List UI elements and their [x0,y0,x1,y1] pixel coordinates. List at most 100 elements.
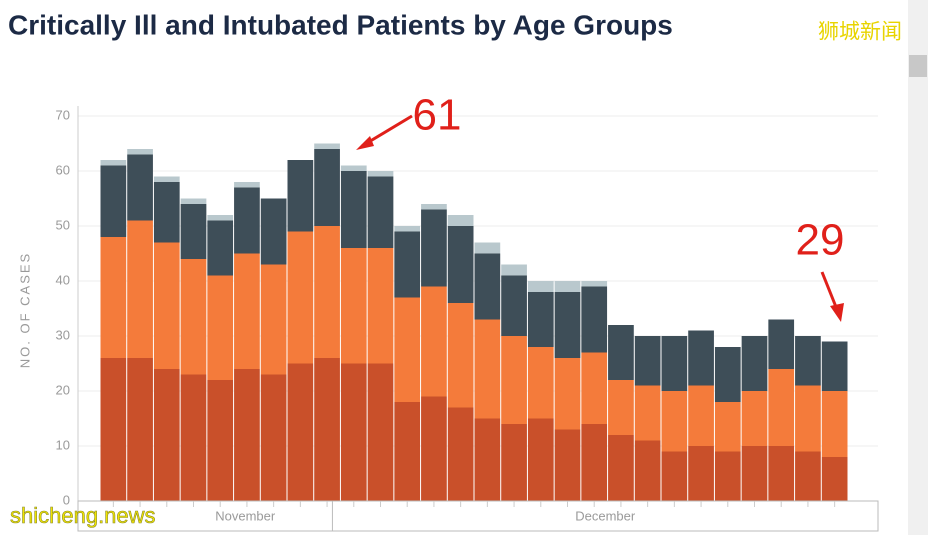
bar-segment [287,363,314,501]
bar-segment [527,281,554,292]
bar-segment [394,297,421,402]
bar-segment [527,418,554,501]
bar-segment [741,336,768,391]
bar-segment [688,446,714,501]
x-group-label: December [575,508,636,523]
y-tick-label: 0 [63,492,70,507]
y-tick-label: 30 [56,327,70,342]
bar-segment [634,336,661,386]
bar-segment [260,374,287,501]
bar-segment [554,281,581,292]
bar-segment [741,446,768,501]
bar-segment [394,231,421,298]
bar-segment [501,424,527,501]
bar-segment [768,446,795,501]
bar-segment [421,396,447,501]
bar-segment [554,429,581,501]
bar-segment [554,292,581,358]
bar-segment [127,220,153,358]
bar-segment [634,385,661,441]
bar-segment [581,286,608,353]
bar-segment [474,242,501,254]
bar-segment [367,363,394,501]
x-group-label: November [215,508,276,523]
bar-segment [394,226,421,232]
bar-segment [340,248,367,364]
bar-segment [260,264,287,375]
bar-segment [207,275,234,380]
watermark: 狮城新闻 [818,21,902,44]
bar-segment [127,358,153,501]
bar-segment [100,160,127,166]
y-tick-label: 50 [56,217,70,232]
scrollbar[interactable] [908,0,928,535]
bar-segment [100,165,127,237]
bar-segment [501,336,527,424]
bar-segment [608,325,634,380]
bar-segment [474,319,501,419]
bar-segment [207,220,234,276]
bar-segment [340,363,367,501]
bar-segment [474,418,501,501]
bar-segment [821,457,848,501]
bar-segment [608,435,634,501]
bar-segment [234,187,260,254]
bar-segment [127,149,153,155]
bar-segment [260,198,287,265]
bar-segment [180,374,207,501]
bar-segment [688,385,714,446]
bar-segment [821,341,848,391]
bar-segment [421,286,447,397]
bar-segment [581,281,608,287]
bar-segment [688,330,714,386]
bar-segment [714,451,741,501]
y-tick-label: 70 [56,107,70,122]
bar-segment [153,176,180,182]
bar-segment [287,231,314,364]
bar-segment [501,275,527,336]
arrow-head [830,303,844,322]
bar-segment [554,358,581,430]
bar-segment [314,149,340,226]
annotation: 61 [413,91,462,140]
bar-segment [207,380,234,501]
bar-segment [447,303,474,408]
bar-segment [661,451,688,501]
bar-segment [367,171,394,177]
bar-segment [367,176,394,248]
bar-segment [287,160,314,232]
y-tick-label: 40 [56,272,70,287]
chart-title: Critically Ill and Intubated Patients by… [8,9,673,40]
bar-segment [741,391,768,446]
bar-segment [795,451,821,501]
bar-segment [501,264,527,276]
bar-segment [581,352,608,424]
bar-segment [447,226,474,303]
bar-segment [527,347,554,419]
bar-segment [581,424,608,501]
bar-segment [661,336,688,391]
bar-segment [795,385,821,452]
bar-segment [180,259,207,375]
plot-area: 0 10 20 30 40 50 60 70 [56,106,878,507]
y-tick-label: 60 [56,162,70,177]
bar-segment [394,402,421,501]
bar-segment [153,369,180,501]
bar-segment [127,154,153,221]
bar-segment [234,182,260,188]
bar-segment [714,347,741,402]
scroll-thumb[interactable] [909,55,927,77]
bar-segment [768,369,795,446]
bar-segment [234,369,260,501]
bar-segment [714,402,741,452]
bar-segment [100,237,127,358]
bar-segment [821,391,848,457]
bar-segment [795,336,821,386]
bar-segment [234,253,260,369]
watermark: shicheng.news [10,503,156,528]
y-tick-label: 10 [56,437,70,452]
bar-segment [421,204,447,210]
bar-segment [314,143,340,149]
y-tick-label: 20 [56,382,70,397]
bar-segment [153,242,180,369]
